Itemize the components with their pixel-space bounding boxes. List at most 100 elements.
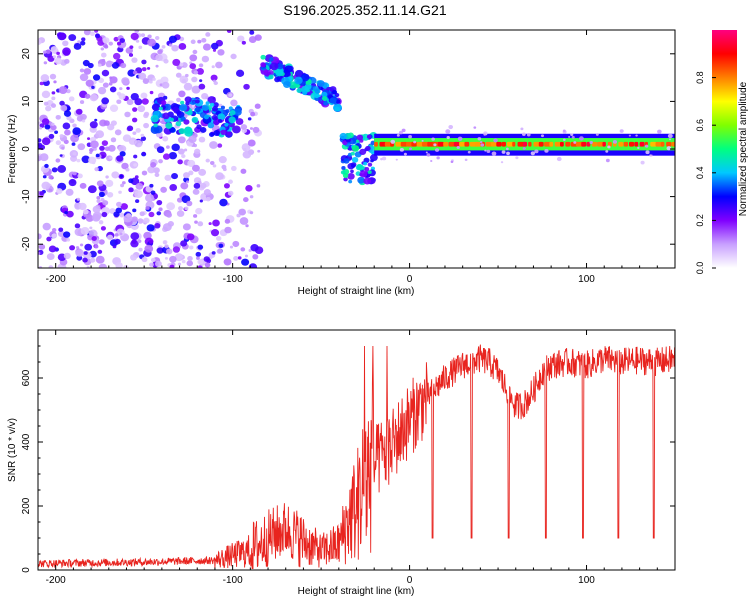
noise-blob <box>42 50 47 54</box>
noise-blob <box>149 262 154 267</box>
carrier-noise <box>595 133 599 136</box>
snr-y-tick-label: 600 <box>21 369 32 386</box>
trace-blob <box>269 62 279 71</box>
carrier-noise <box>505 147 509 151</box>
carrier-peak <box>464 141 470 147</box>
noise-blob <box>50 46 58 53</box>
trace-blob <box>260 54 266 60</box>
noise-blob <box>89 148 94 153</box>
noise-blob <box>113 211 120 218</box>
carrier-peak <box>581 141 587 147</box>
cluster-blob <box>211 114 218 121</box>
noise-blob <box>196 68 205 75</box>
carrier-noise <box>534 149 539 154</box>
carrier-noise <box>464 158 468 162</box>
noise-blob <box>100 226 106 231</box>
noise-blob <box>217 143 223 148</box>
cluster-blob <box>201 104 209 111</box>
noise-blob <box>97 63 102 67</box>
noise-blob <box>215 235 222 241</box>
noise-blob <box>166 202 176 211</box>
noise-blob <box>134 190 143 198</box>
carrier-noise <box>667 133 673 139</box>
noise-blob <box>115 262 123 268</box>
noise-blob <box>119 151 126 157</box>
noise-blob <box>53 80 57 84</box>
cluster-blob <box>208 132 215 137</box>
cluster-blob <box>225 109 230 113</box>
noise-blob <box>145 193 155 203</box>
carrier-noise <box>612 139 618 144</box>
trace-blob <box>300 73 310 82</box>
trace-blob <box>323 100 329 106</box>
noise-blob <box>75 108 83 115</box>
noise-blob <box>38 251 41 255</box>
noise-blob <box>82 257 88 263</box>
noise-blob <box>45 105 52 112</box>
noise-blob <box>143 122 150 129</box>
noise-blob <box>41 90 51 99</box>
noise-blob <box>74 223 81 229</box>
noise-blob <box>165 212 172 218</box>
spectrogram-y-tick-label: -20 <box>21 237 32 252</box>
noise-blob <box>194 148 201 155</box>
noise-blob <box>140 92 148 99</box>
noise-blob <box>195 207 203 215</box>
noise-blob <box>121 77 130 85</box>
noise-blob <box>152 77 156 81</box>
spectrogram-marks <box>38 30 675 268</box>
noise-blob <box>70 134 79 143</box>
transition-blob <box>369 154 378 162</box>
snr-x-tick-label: 0 <box>407 575 413 586</box>
noise-blob <box>179 62 184 67</box>
noise-blob <box>107 234 114 241</box>
trace-blob <box>329 97 337 104</box>
noise-blob <box>155 64 159 68</box>
noise-blob <box>162 136 169 142</box>
transition-blob <box>348 179 353 184</box>
noise-blob <box>164 244 169 249</box>
snr-y-tick-label: 200 <box>21 497 32 514</box>
noise-blob <box>119 212 125 218</box>
noise-blob <box>87 185 97 194</box>
carrier-noise <box>668 138 672 141</box>
noise-blob <box>148 239 154 244</box>
noise-blob <box>182 223 191 231</box>
noise-blob <box>119 87 123 91</box>
noise-blob <box>181 259 186 264</box>
carrier-peak <box>459 141 465 147</box>
noise-blob <box>169 255 177 263</box>
spectrogram-y-tick-label: 20 <box>21 48 32 60</box>
noise-blob <box>39 191 44 196</box>
carrier-noise <box>399 147 404 152</box>
carrier-noise <box>480 143 485 147</box>
carrier-noise <box>571 135 575 139</box>
noise-blob <box>209 160 215 166</box>
noise-blob <box>94 167 99 172</box>
noise-blob <box>109 76 118 84</box>
noise-blob <box>254 103 261 109</box>
noise-blob <box>177 148 185 155</box>
noise-blob <box>222 167 227 172</box>
noise-blob <box>147 166 156 174</box>
noise-blob <box>209 141 218 149</box>
noise-blob <box>72 127 82 135</box>
carrier-noise <box>644 144 649 148</box>
trace-blob <box>276 63 284 70</box>
noise-blob <box>132 107 138 112</box>
spectrogram-x-axis-label: Height of straight line (km) <box>298 286 415 297</box>
noise-blob <box>137 105 146 113</box>
noise-blob <box>156 247 164 254</box>
spectrogram-y-axis-label: Frequency (Hz) <box>7 115 18 184</box>
carrier-noise <box>479 140 483 144</box>
snr-series-line <box>38 344 675 570</box>
noise-blob <box>183 82 193 91</box>
noise-blob <box>124 111 131 118</box>
noise-blob <box>104 44 109 49</box>
noise-blob <box>226 30 232 33</box>
noise-blob <box>132 131 137 135</box>
noise-blob <box>114 233 119 237</box>
carrier-noise <box>589 140 593 144</box>
noise-blob <box>237 35 245 43</box>
noise-blob <box>78 202 87 211</box>
